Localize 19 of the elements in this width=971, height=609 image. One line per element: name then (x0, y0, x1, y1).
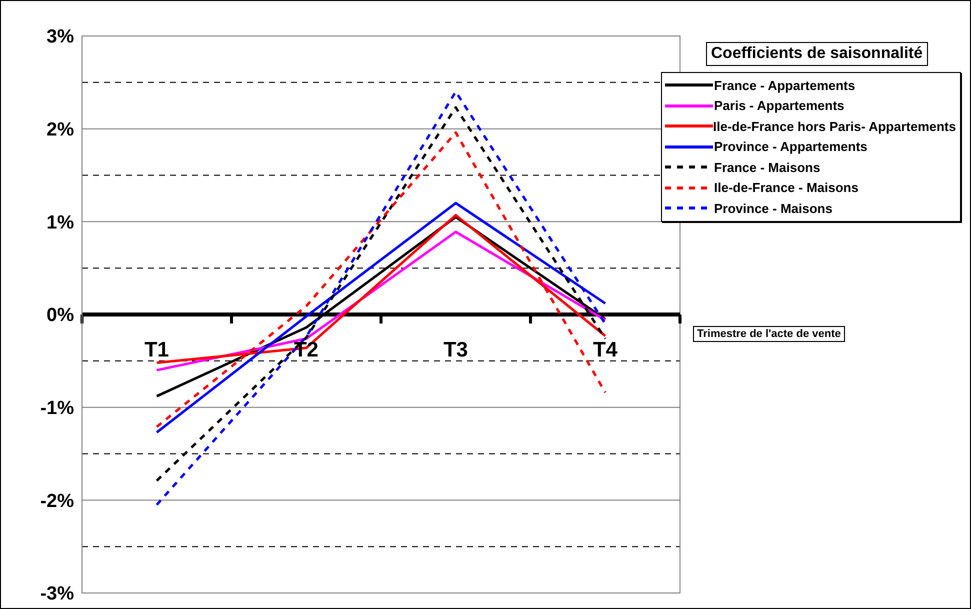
legend-label: Province - Appartements (714, 139, 868, 154)
y-tick-label: -3% (40, 584, 74, 605)
y-tick-label: -2% (40, 490, 74, 512)
y-tick-label: -1% (40, 398, 74, 420)
x-tick-label: T3 (443, 338, 468, 362)
y-tick-label: 1% (46, 212, 74, 234)
legend-label: Paris - Appartements (714, 98, 844, 114)
x-axis-title: Trimestre de l'acte de vente (693, 326, 845, 342)
legend-label: Province - Maisons (714, 200, 832, 216)
legend-title: Coefficients de saisonnalité (706, 42, 928, 66)
y-tick-label: 3% (46, 26, 74, 48)
x-tick-label: T4 (592, 338, 618, 362)
legend-label: Ile-de-France hors Paris- Appartements (713, 118, 956, 134)
legend-label: France - Maisons (714, 160, 820, 175)
legend-label: Ile-de-France - Maisons (714, 180, 858, 196)
x-tick-label: T1 (144, 338, 170, 362)
y-tick-label: 0% (46, 305, 74, 326)
y-tick-label: 2% (46, 120, 74, 141)
legend-label: France - Appartements (714, 78, 856, 93)
